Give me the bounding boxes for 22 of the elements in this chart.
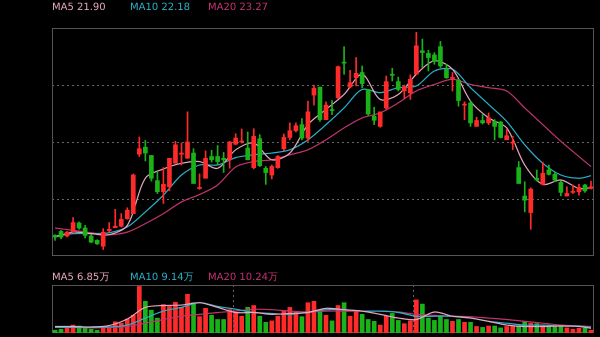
bar — [582, 328, 588, 333]
text: MA20 23.27 — [208, 2, 268, 13]
text: MA5 6.85万 — [52, 271, 110, 284]
bar — [450, 321, 455, 333]
bar — [191, 302, 196, 333]
bar — [462, 322, 467, 333]
bar — [474, 326, 479, 333]
bar — [318, 309, 322, 333]
bar — [342, 302, 346, 333]
bar — [324, 314, 328, 333]
bar — [330, 320, 334, 333]
text: MA10 22.18 — [130, 2, 191, 13]
bar — [336, 305, 340, 333]
bar — [480, 327, 485, 333]
bar — [588, 330, 594, 333]
bar — [468, 322, 473, 333]
bar — [300, 316, 304, 333]
text: MA5 21.90 — [52, 2, 107, 13]
text: MA20 10.24万 — [208, 271, 278, 284]
bar — [486, 326, 491, 333]
text: MA10 9.14万 — [130, 271, 195, 284]
bar — [456, 319, 461, 333]
